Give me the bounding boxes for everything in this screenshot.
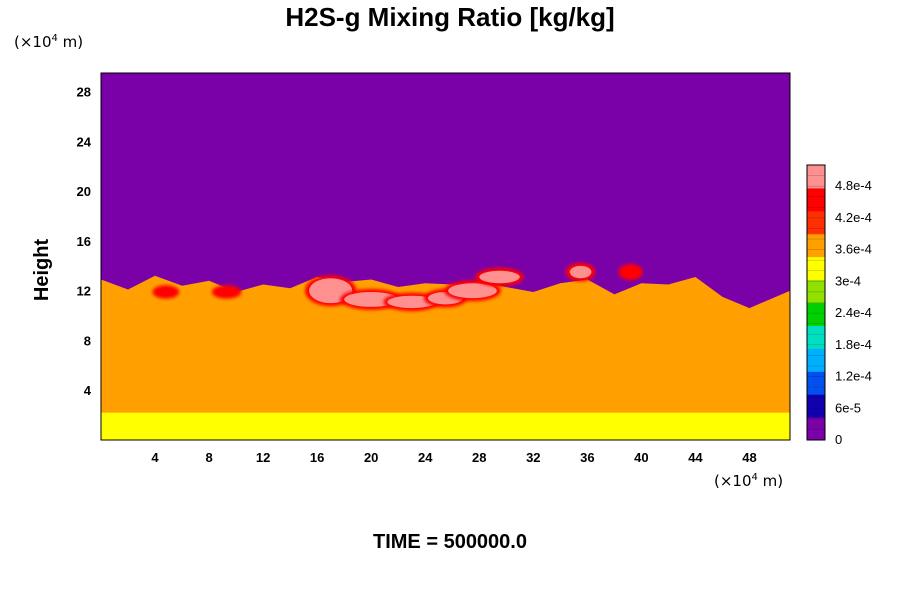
colorbar-label-2: 1.2e-4 xyxy=(835,369,872,384)
colorbar-segment-2 xyxy=(807,371,825,395)
x-unit-suffix: m) xyxy=(757,472,784,490)
y-tick-12: 12 xyxy=(77,284,91,299)
colorbar-segment-4 xyxy=(807,325,825,349)
plot-frame xyxy=(100,72,791,441)
y-tick-24: 24 xyxy=(77,134,92,149)
x-tick-12: 12 xyxy=(256,450,270,465)
colorbar-segment-8 xyxy=(807,233,825,258)
ground-band xyxy=(101,412,790,440)
y-tick-labels: 4 8 12 16 20 24 28 xyxy=(77,85,92,399)
colorbar-segment-5 xyxy=(807,302,825,326)
x-tick-40: 40 xyxy=(634,450,648,465)
colorbar: 0 6e-5 1.2e-4 1.8e-4 2.4e-4 3e-4 3.6e-4 4.2e-4 4… xyxy=(806,164,872,447)
hotspot-6 xyxy=(569,265,592,279)
x-tick-4: 4 xyxy=(151,450,159,465)
colorbar-segment-10 xyxy=(807,187,825,212)
colorbar-segment-7 xyxy=(807,256,825,281)
y-unit-prefix: (×10 xyxy=(14,33,52,51)
x-tick-24: 24 xyxy=(418,450,433,465)
hotspot-9 xyxy=(156,288,176,296)
y-tick-16: 16 xyxy=(77,234,91,249)
y-tick-20: 20 xyxy=(77,184,91,199)
y-unit-suffix: m) xyxy=(57,33,84,51)
y-axis-unit: (×104 m) xyxy=(14,33,83,51)
colorbar-segment-9 xyxy=(807,210,825,235)
y-tick-28: 28 xyxy=(77,85,91,100)
colorbar-segment-0 xyxy=(807,417,825,441)
hotspot-4 xyxy=(448,283,497,299)
x-tick-28: 28 xyxy=(472,450,486,465)
chart-title: H2S-g Mixing Ratio [kg/kg] xyxy=(285,2,615,32)
plot-area xyxy=(101,73,790,440)
colorbar-label-3: 1.8e-4 xyxy=(835,337,872,352)
x-unit-prefix: (×10 xyxy=(714,472,752,490)
x-tick-36: 36 xyxy=(580,450,594,465)
x-tick-8: 8 xyxy=(205,450,212,465)
x-axis-unit: (×104 m) xyxy=(714,472,783,490)
colorbar-segment-3 xyxy=(807,348,825,372)
hotspot-5 xyxy=(479,270,520,284)
colorbar-label-8: 4.8e-4 xyxy=(835,178,872,193)
x-unit-exponent: 4 xyxy=(751,472,758,483)
y-unit-exponent: 4 xyxy=(51,33,58,44)
x-tick-16: 16 xyxy=(310,450,324,465)
hotspot-2 xyxy=(387,295,437,309)
colorbar-segment-1 xyxy=(807,394,825,418)
y-tick-8: 8 xyxy=(84,333,91,348)
x-tick-labels: 4 8 12 16 20 24 28 32 36 40 44 48 xyxy=(151,450,756,465)
colorbar-segment-11 xyxy=(807,165,825,189)
upper-region xyxy=(101,73,790,264)
colorbar-label-6: 3.6e-4 xyxy=(835,242,872,257)
hotspot-7 xyxy=(622,267,639,278)
time-label: TIME = 500000.0 xyxy=(373,531,527,553)
x-tick-44: 44 xyxy=(688,450,703,465)
colorbar-label-5: 3e-4 xyxy=(835,273,861,288)
hotspot-8 xyxy=(215,288,238,296)
colorbar-label-0: 0 xyxy=(835,432,842,447)
colorbar-label-4: 2.4e-4 xyxy=(835,305,872,320)
colorbar-segment-6 xyxy=(807,279,825,303)
x-tick-32: 32 xyxy=(526,450,540,465)
colorbar-frame xyxy=(806,164,826,441)
y-tick-4: 4 xyxy=(84,383,92,398)
x-tick-20: 20 xyxy=(364,450,378,465)
colorbar-label-1: 6e-5 xyxy=(835,400,861,415)
colorbar-label-7: 4.2e-4 xyxy=(835,210,872,225)
x-tick-48: 48 xyxy=(742,450,756,465)
